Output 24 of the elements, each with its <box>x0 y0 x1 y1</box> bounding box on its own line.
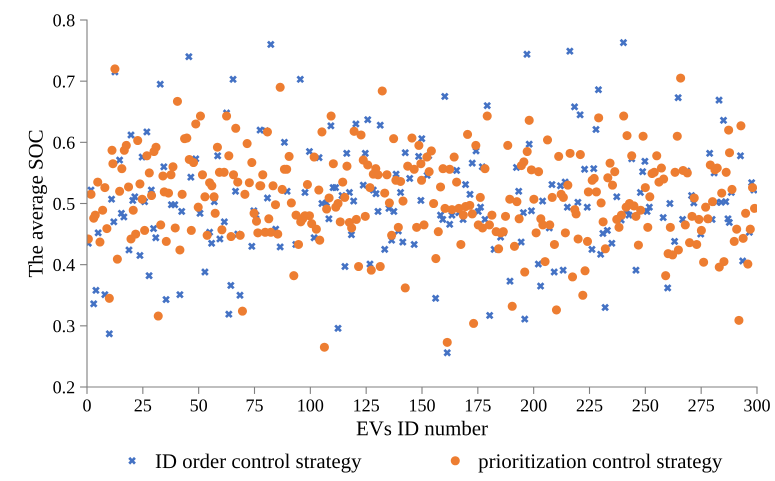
x-tick-label: 25 <box>134 399 152 412</box>
x-tick-label: 225 <box>576 399 602 412</box>
x-tick-label: 175 <box>466 399 491 412</box>
y-tick-label: 0.2 <box>53 381 74 394</box>
x-axis-title: EVs ID number <box>356 420 488 436</box>
y-tick-label: 0.7 <box>53 75 75 88</box>
y-tick-label: 0.3 <box>53 320 74 332</box>
x-tick-label: 0 <box>83 399 91 412</box>
x-tick-label: 275 <box>688 399 714 412</box>
x-tick-label: 250 <box>632 399 658 412</box>
x-tick-label: 50 <box>190 399 208 412</box>
legend-label: prioritization control strategy <box>478 454 722 473</box>
y-tick-label: 0.8 <box>53 14 75 27</box>
x-tick-label: 125 <box>354 399 380 412</box>
x-tick-label: 100 <box>298 399 324 412</box>
x-tick-label: 200 <box>520 399 547 412</box>
y-axis-title: The average SOC <box>28 130 48 278</box>
legend-label: ID order control strategy <box>156 454 362 473</box>
x-tick-label: 300 <box>744 399 770 412</box>
y-tick-label: 0.6 <box>53 136 75 149</box>
y-tick-label: 0.5 <box>53 198 74 210</box>
y-tick-label: 0.4 <box>53 258 75 272</box>
x-tick-label: 150 <box>410 399 435 412</box>
x-tick-label: 75 <box>246 400 263 412</box>
